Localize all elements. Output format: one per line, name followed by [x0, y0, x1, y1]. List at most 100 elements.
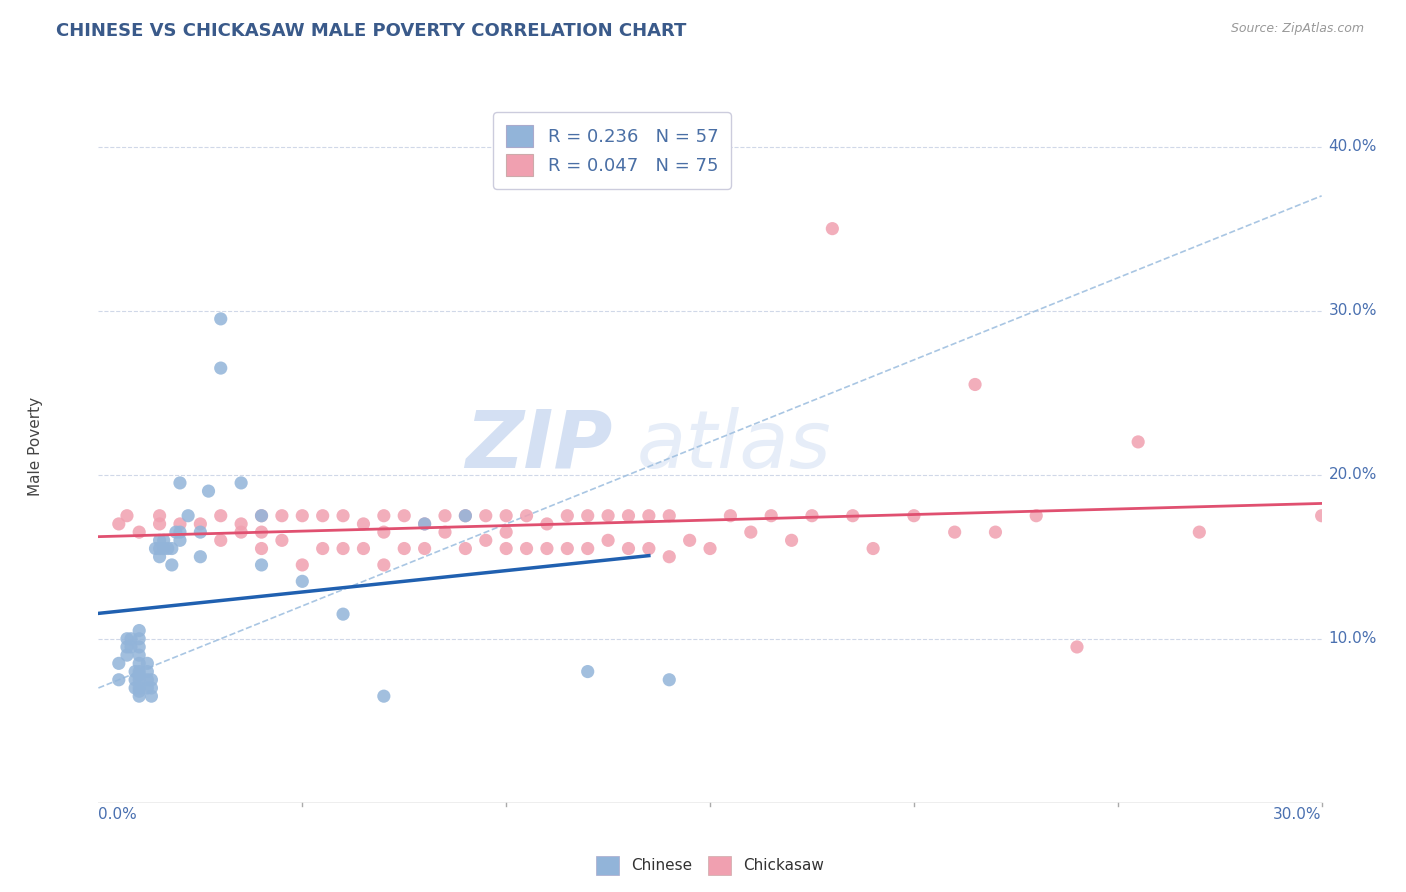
Point: [474, 508, 498, 523]
Point: [128, 640, 150, 654]
Point: [965, 377, 987, 392]
Point: [332, 541, 354, 556]
Point: [495, 508, 517, 523]
Point: [128, 689, 150, 703]
Text: 0.0%: 0.0%: [98, 807, 138, 822]
Point: [231, 525, 253, 540]
Text: 20.0%: 20.0%: [1329, 467, 1376, 483]
Point: [495, 541, 517, 556]
Point: [373, 508, 395, 523]
Point: [250, 558, 273, 572]
Point: [136, 673, 159, 687]
Point: [108, 657, 131, 671]
Point: [637, 508, 661, 523]
Point: [124, 681, 146, 695]
Point: [1066, 640, 1088, 654]
Point: [740, 525, 762, 540]
Point: [188, 516, 212, 531]
Point: [373, 558, 395, 572]
Point: [141, 673, 163, 687]
Point: [1128, 434, 1150, 449]
Point: [124, 665, 146, 679]
Text: ZIP: ZIP: [465, 407, 612, 485]
Point: [120, 640, 142, 654]
Text: CHINESE VS CHICKASAW MALE POVERTY CORRELATION CHART: CHINESE VS CHICKASAW MALE POVERTY CORREL…: [56, 22, 686, 40]
Point: [576, 541, 599, 556]
Point: [115, 508, 138, 523]
Point: [801, 508, 824, 523]
Point: [536, 516, 558, 531]
Point: [413, 516, 436, 531]
Point: [718, 508, 742, 523]
Point: [136, 657, 159, 671]
Point: [495, 525, 517, 540]
Point: [108, 673, 131, 687]
Point: [160, 541, 183, 556]
Point: [1025, 508, 1047, 523]
Point: [136, 681, 159, 695]
Point: [124, 673, 146, 687]
Point: [141, 689, 163, 703]
Point: [984, 525, 1007, 540]
Point: [617, 508, 640, 523]
Point: [152, 541, 174, 556]
Point: [841, 508, 863, 523]
Point: [332, 607, 354, 622]
Point: [413, 541, 436, 556]
Point: [250, 541, 273, 556]
Point: [903, 508, 925, 523]
Point: [160, 558, 183, 572]
Point: [188, 525, 212, 540]
Point: [128, 525, 150, 540]
Point: [555, 541, 579, 556]
Point: [128, 657, 150, 671]
Point: [149, 533, 172, 548]
Point: [169, 533, 191, 548]
Point: [128, 673, 150, 687]
Point: [231, 475, 253, 490]
Point: [165, 525, 187, 540]
Point: [115, 648, 138, 662]
Text: 40.0%: 40.0%: [1329, 139, 1376, 154]
Point: [291, 574, 314, 589]
Point: [434, 508, 457, 523]
Point: [658, 508, 681, 523]
Point: [231, 516, 253, 531]
Point: [555, 508, 579, 523]
Text: Male Poverty: Male Poverty: [28, 396, 42, 496]
Text: 10.0%: 10.0%: [1329, 632, 1376, 647]
Point: [120, 632, 142, 646]
Point: [188, 549, 212, 564]
Point: [576, 508, 599, 523]
Point: [270, 508, 294, 523]
Point: [128, 681, 150, 695]
Point: [761, 508, 783, 523]
Point: [149, 541, 172, 556]
Point: [136, 665, 159, 679]
Point: [373, 689, 395, 703]
Point: [156, 541, 179, 556]
Point: [169, 475, 191, 490]
Point: [658, 673, 681, 687]
Legend: Chinese, Chickasaw: Chinese, Chickasaw: [591, 850, 830, 880]
Point: [209, 311, 232, 326]
Point: [536, 541, 558, 556]
Point: [209, 361, 232, 376]
Point: [312, 508, 335, 523]
Point: [128, 624, 150, 638]
Point: [699, 541, 721, 556]
Point: [177, 508, 200, 523]
Text: atlas: atlas: [637, 407, 831, 485]
Point: [332, 508, 354, 523]
Point: [149, 508, 172, 523]
Point: [149, 549, 172, 564]
Point: [128, 632, 150, 646]
Point: [128, 684, 150, 698]
Point: [454, 508, 477, 523]
Point: [352, 541, 374, 556]
Point: [454, 541, 477, 556]
Point: [115, 640, 138, 654]
Point: [352, 516, 374, 531]
Point: [197, 484, 219, 499]
Point: [474, 533, 498, 548]
